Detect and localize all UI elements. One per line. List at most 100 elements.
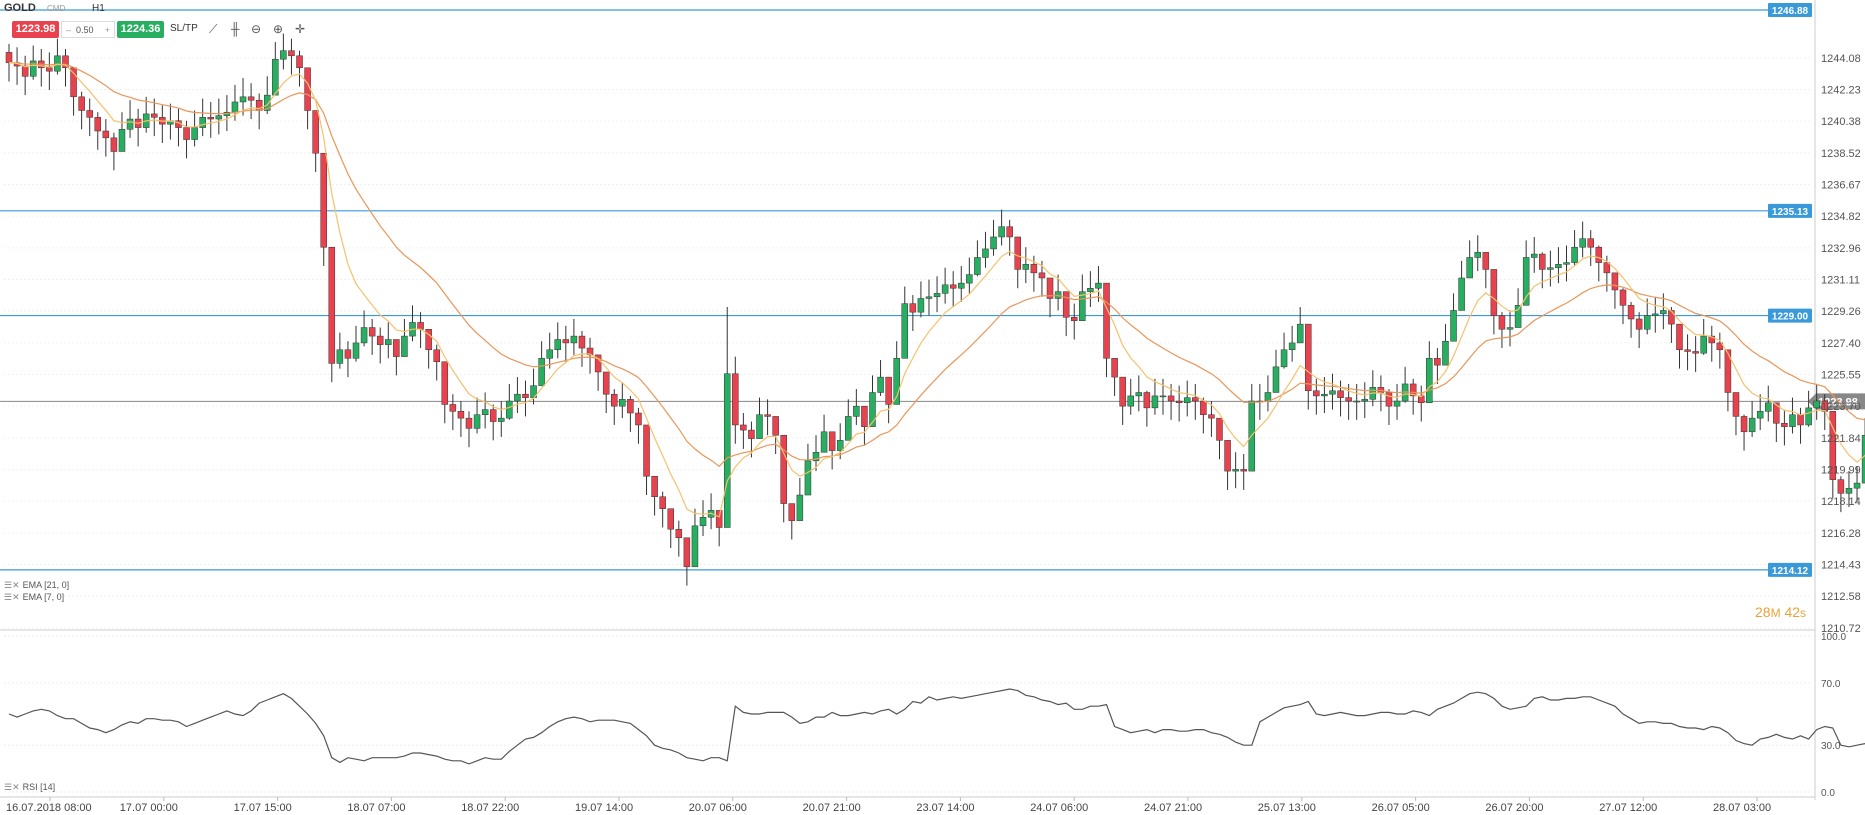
trend-line-icon[interactable]: ⟋	[209, 22, 218, 36]
candle-body	[1466, 257, 1473, 279]
timeframe-selector[interactable]: H1	[92, 3, 105, 14]
candle-body	[1095, 282, 1102, 289]
zoom-in-icon[interactable]: ⊕	[273, 22, 284, 36]
candle-body	[1539, 253, 1546, 270]
candle-body	[1837, 479, 1845, 494]
candle	[1183, 380, 1191, 417]
candle-body	[974, 257, 981, 275]
candle	[21, 55, 29, 96]
candle-body	[1708, 335, 1716, 344]
candle	[1635, 312, 1643, 349]
candle	[812, 435, 820, 472]
candle	[1022, 247, 1030, 284]
rsi-tick-label: 30.0	[1821, 741, 1841, 752]
candle-body	[1603, 262, 1611, 274]
candle	[1175, 385, 1183, 422]
candle	[126, 100, 134, 138]
volume-input[interactable]: 0.50	[76, 25, 94, 35]
candle	[723, 307, 731, 528]
price-tick-label: 1219.99	[1821, 465, 1861, 477]
sell-button[interactable]: 1223.98	[12, 21, 59, 38]
candle-body	[312, 110, 319, 154]
candle-body	[352, 342, 360, 359]
candle-body	[425, 329, 432, 351]
candle-body	[102, 130, 110, 139]
candle	[1337, 380, 1344, 417]
candle-body	[941, 284, 949, 294]
candle	[1143, 390, 1151, 427]
candle-body	[901, 303, 909, 359]
candle-body	[1288, 342, 1296, 351]
candle	[1756, 394, 1764, 431]
candle	[401, 319, 408, 357]
price-tick-label: 1212.58	[1821, 591, 1861, 603]
symbol-label[interactable]: GOLD	[4, 2, 36, 14]
rsi-legend[interactable]: ☰✕ RSI [14]	[4, 782, 55, 793]
level-price-tag	[1768, 203, 1812, 218]
ema7-legend[interactable]: ☰✕ EMA [7, 0]	[4, 592, 64, 603]
candle	[1208, 401, 1215, 437]
candle-body	[417, 322, 424, 330]
candle	[861, 405, 868, 446]
candle	[1046, 277, 1054, 318]
candle-body	[215, 115, 223, 120]
zoom-out-icon[interactable]: ⊖	[251, 22, 262, 36]
candle	[1288, 325, 1296, 362]
candle-body	[1216, 417, 1223, 441]
candle-body	[522, 393, 529, 398]
ema21-legend[interactable]: ☰✕ EMA [21, 0]	[4, 580, 69, 591]
crosshair-move-icon[interactable]: ✛	[295, 22, 306, 36]
candle	[917, 281, 925, 318]
candle-body	[1797, 414, 1804, 426]
volume-increase-button[interactable]: +	[104, 25, 110, 35]
candle	[1450, 293, 1457, 342]
chart-type-icon[interactable]: ╫	[231, 22, 240, 36]
buy-button[interactable]: 1224.36	[117, 21, 164, 38]
candle-body	[1482, 252, 1490, 270]
candle	[280, 33, 287, 70]
candle	[554, 322, 562, 359]
candle-body	[828, 431, 836, 451]
candle	[602, 371, 610, 413]
volume-stepper[interactable]: – 0.50 +	[61, 21, 115, 38]
level-price-label: 1235.13	[1772, 207, 1809, 218]
candle-body	[207, 117, 214, 120]
candle	[1167, 383, 1175, 420]
candle	[1708, 325, 1716, 362]
candle-body	[1087, 287, 1094, 292]
candle	[893, 341, 900, 405]
candle-body	[1337, 390, 1344, 398]
sltp-button[interactable]: SL/TP	[170, 23, 198, 34]
candle	[578, 330, 586, 367]
candle	[1216, 417, 1223, 460]
candle	[1555, 247, 1562, 284]
candle-body	[611, 393, 618, 407]
ema-lines	[8, 62, 1865, 518]
candle	[199, 98, 206, 137]
candle-body	[368, 327, 376, 337]
price-tick-label: 1234.82	[1821, 211, 1861, 223]
candle	[998, 209, 1005, 246]
candle-body	[756, 414, 763, 439]
rsi-tick-label: 0.0	[1821, 788, 1835, 799]
candle	[409, 305, 416, 342]
candle-body	[949, 284, 957, 289]
price-tick-label: 1225.55	[1821, 370, 1861, 382]
candle	[828, 431, 836, 470]
candle	[522, 380, 529, 417]
candle	[1434, 348, 1441, 384]
candle	[1321, 377, 1328, 413]
volume-decrease-button[interactable]: –	[66, 25, 72, 35]
candle	[1418, 385, 1425, 422]
candle	[175, 108, 182, 147]
candle	[207, 101, 214, 138]
candle-body	[683, 537, 691, 568]
candle-body	[1200, 400, 1207, 415]
candle-body	[1861, 434, 1865, 484]
candle	[110, 132, 118, 171]
candle-body	[1022, 264, 1030, 270]
candle-body	[1103, 282, 1110, 359]
candle	[1547, 250, 1554, 287]
candle-body	[1127, 395, 1134, 407]
